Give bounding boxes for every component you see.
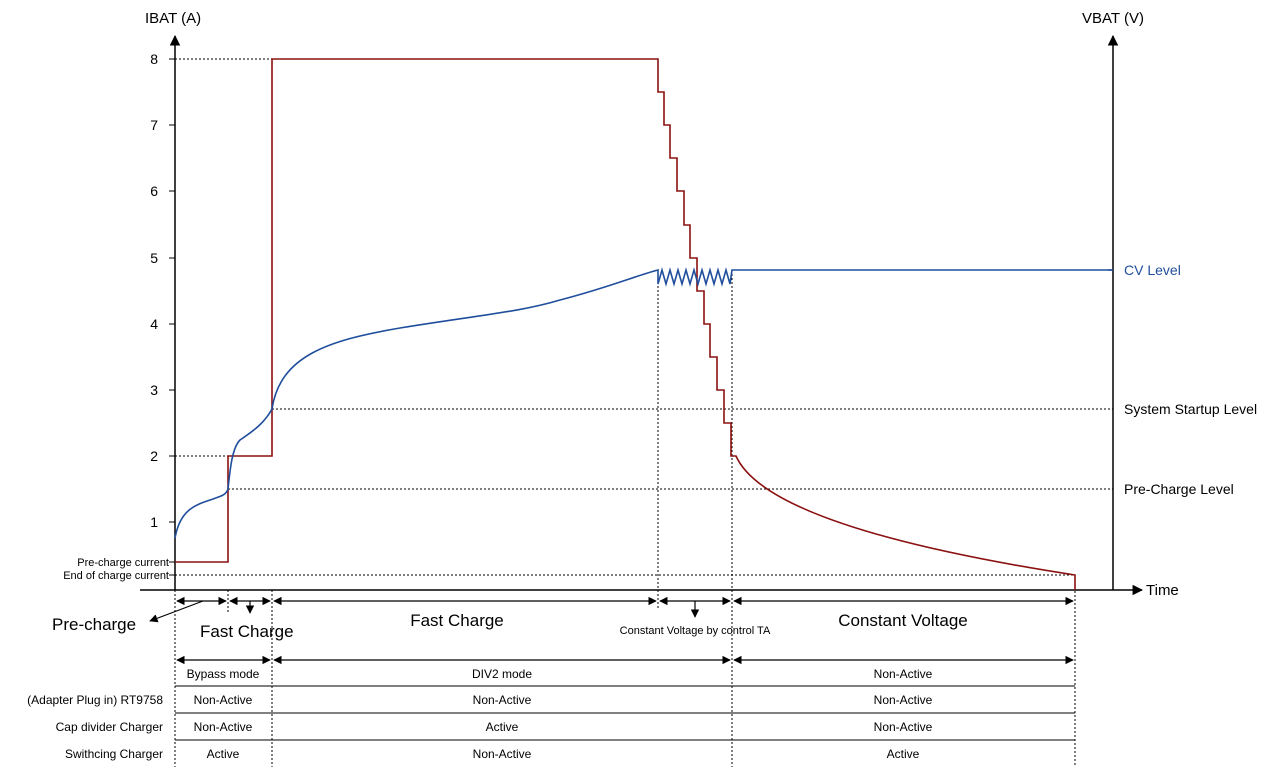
y-tick-label: 2: [150, 448, 158, 464]
y-tick-label: 4: [150, 316, 158, 332]
y-tick-label: 5: [150, 250, 158, 266]
table-cell: Non-Active: [194, 693, 253, 707]
mode-cell: Non-Active: [874, 667, 933, 681]
y-tick-marks: [169, 58, 175, 576]
right-axis-title: VBAT (V): [1082, 10, 1144, 27]
table-cell: Non-Active: [874, 720, 933, 734]
table-row-label: Swithcing Charger: [65, 747, 163, 761]
axes: [140, 34, 1144, 596]
table-cell: Non-Active: [473, 747, 532, 761]
y-tick-label: 1: [150, 514, 158, 530]
mode-cell: DIV2 mode: [472, 667, 532, 681]
y-tick-label: 8: [150, 51, 158, 67]
cv-by-ta-phase-label: Constant Voltage by control TA: [620, 625, 771, 637]
table-cell: Active: [207, 747, 240, 761]
table-cell: Non-Active: [194, 720, 253, 734]
current-curve: [175, 58, 1076, 590]
table-cell: Non-Active: [874, 693, 933, 707]
y-tick-label: 3: [150, 382, 158, 398]
system-startup-level-label: System Startup Level: [1124, 401, 1257, 417]
end-of-charge-current-label: End of charge current: [63, 570, 169, 582]
fast-charge-phase-label-2: Fast Charge: [410, 611, 504, 630]
table-cell: Active: [887, 747, 920, 761]
mode-cell: Bypass mode: [187, 667, 260, 681]
guide-lines: [174, 58, 1113, 767]
pre-charge-phase-label: Pre-charge: [52, 615, 136, 634]
table-cell: Active: [486, 720, 519, 734]
voltage-curve: [174, 267, 1113, 539]
left-axis-title: IBAT (A): [145, 10, 201, 27]
cv-level-label: CV Level: [1124, 262, 1181, 278]
table-cell: Non-Active: [473, 693, 532, 707]
pre-charge-current-label: Pre-charge current: [77, 557, 169, 569]
pre-charge-level-label: Pre-Charge Level: [1124, 481, 1234, 497]
y-tick-label: 7: [150, 117, 158, 133]
table-row-label: Cap divider Charger: [56, 720, 163, 734]
y-tick-label: 6: [150, 183, 158, 199]
fast-charge-phase-label-1: Fast Charge: [200, 622, 294, 641]
constant-voltage-phase-label: Constant Voltage: [838, 611, 967, 630]
table-row-label: (Adapter Plug in) RT9758: [27, 693, 163, 707]
table-lines: [175, 685, 1075, 741]
phase-arrows: [149, 596, 1074, 623]
x-axis-title: Time: [1146, 582, 1179, 599]
